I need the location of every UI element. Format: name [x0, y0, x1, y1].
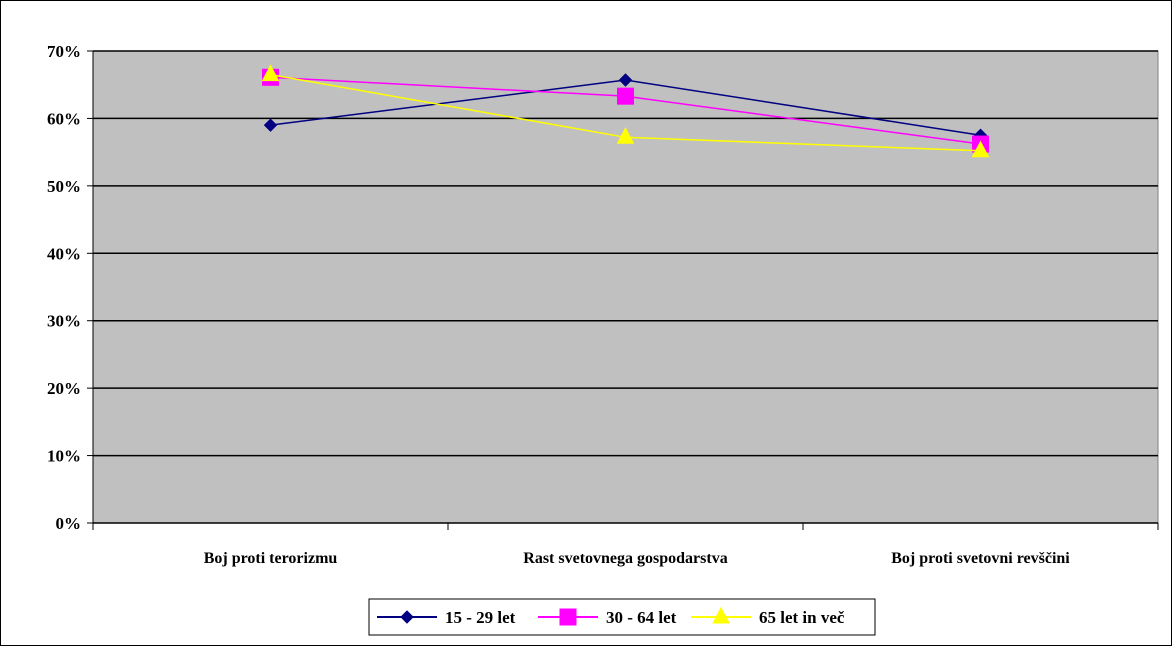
x-category-label: Rast svetovnega gospodarstva — [523, 550, 727, 567]
y-tick-label: 20% — [47, 379, 81, 398]
axes: 0% 10% 20% 30% 40% 50% 60% 70% Boj proti teroriz… — [47, 42, 1159, 567]
y-tick-label: 10% — [47, 447, 81, 466]
series-lines — [261, 64, 990, 158]
gridlines — [93, 50, 1158, 457]
data-point-diamond — [400, 610, 414, 624]
data-point-square — [559, 608, 577, 626]
data-point-triangle — [971, 140, 990, 158]
data-point-triangle — [616, 127, 635, 144]
x-category-label: Boj proti svetovni revščini — [891, 550, 1070, 567]
legend-label: 15 - 29 let — [445, 608, 516, 627]
legend-label: 30 - 64 let — [606, 608, 677, 627]
y-tick-label: 50% — [47, 177, 81, 196]
legend-label: 65 let in več — [759, 608, 845, 627]
legend: 15 - 29 let 30 - 64 let 65 let in več — [368, 598, 876, 636]
plot-area — [92, 50, 1159, 524]
y-tick-label: 70% — [47, 42, 81, 61]
y-tick-label: 30% — [47, 312, 81, 331]
data-point-triangle — [712, 606, 730, 624]
legend-box — [368, 598, 876, 636]
y-tick-label: 40% — [47, 244, 81, 263]
y-tick-label: 0% — [56, 514, 82, 533]
y-tick-label: 60% — [47, 109, 81, 128]
data-point-diamond — [263, 118, 278, 132]
x-category-label: Boj proti terorizmu — [204, 550, 338, 567]
data-point-diamond — [618, 73, 633, 87]
data-point-square — [617, 87, 634, 105]
data-point-triangle — [261, 64, 280, 82]
